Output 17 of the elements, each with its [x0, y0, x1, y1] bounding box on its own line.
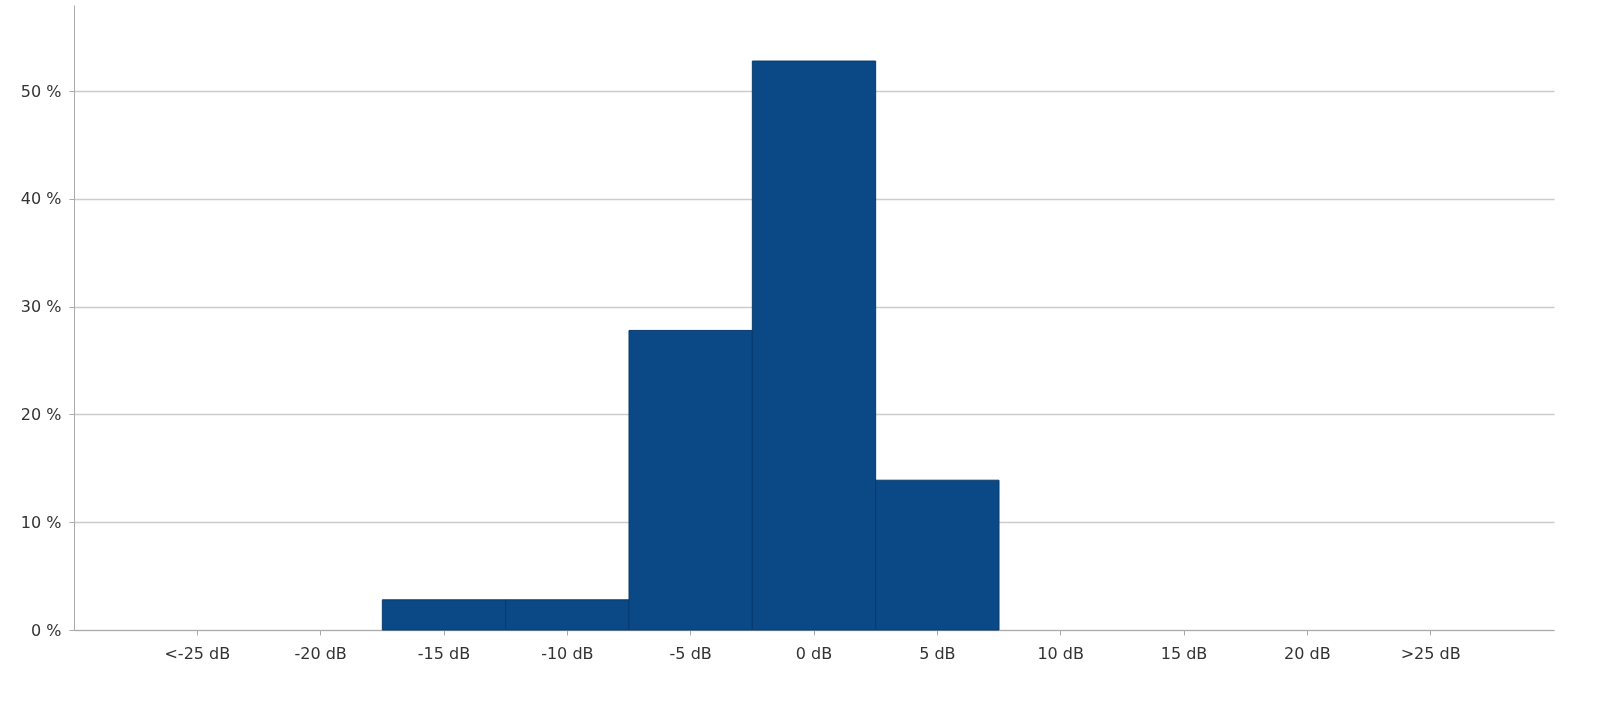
- y-tick-label: 0 %: [31, 620, 62, 640]
- x-tick-label: 0 dB: [795, 643, 833, 663]
- x-tick-label: 5 dB: [919, 643, 956, 663]
- y-tick-label: 50 %: [20, 81, 62, 101]
- y-tick-label: 10 %: [20, 512, 62, 532]
- x-tick-label: 20 dB: [1284, 643, 1331, 663]
- x-tick-label: <-25 dB: [164, 643, 231, 663]
- y-tick-label: 40 %: [20, 189, 62, 209]
- x-tick-label: -15 dB: [417, 643, 471, 663]
- x-tick-label: -10 dB: [541, 643, 594, 663]
- x-tick-label: 15 dB: [1160, 643, 1208, 663]
- x-tick-label: -20 dB: [294, 643, 347, 663]
- y-tick-label: 20 %: [20, 404, 62, 424]
- x-tick-label: -5 dB: [669, 643, 712, 663]
- x-tick-label: >25 dB: [1400, 643, 1461, 663]
- x-tick-label: 10 dB: [1037, 643, 1084, 663]
- y-tick-label: 30 %: [20, 297, 62, 317]
